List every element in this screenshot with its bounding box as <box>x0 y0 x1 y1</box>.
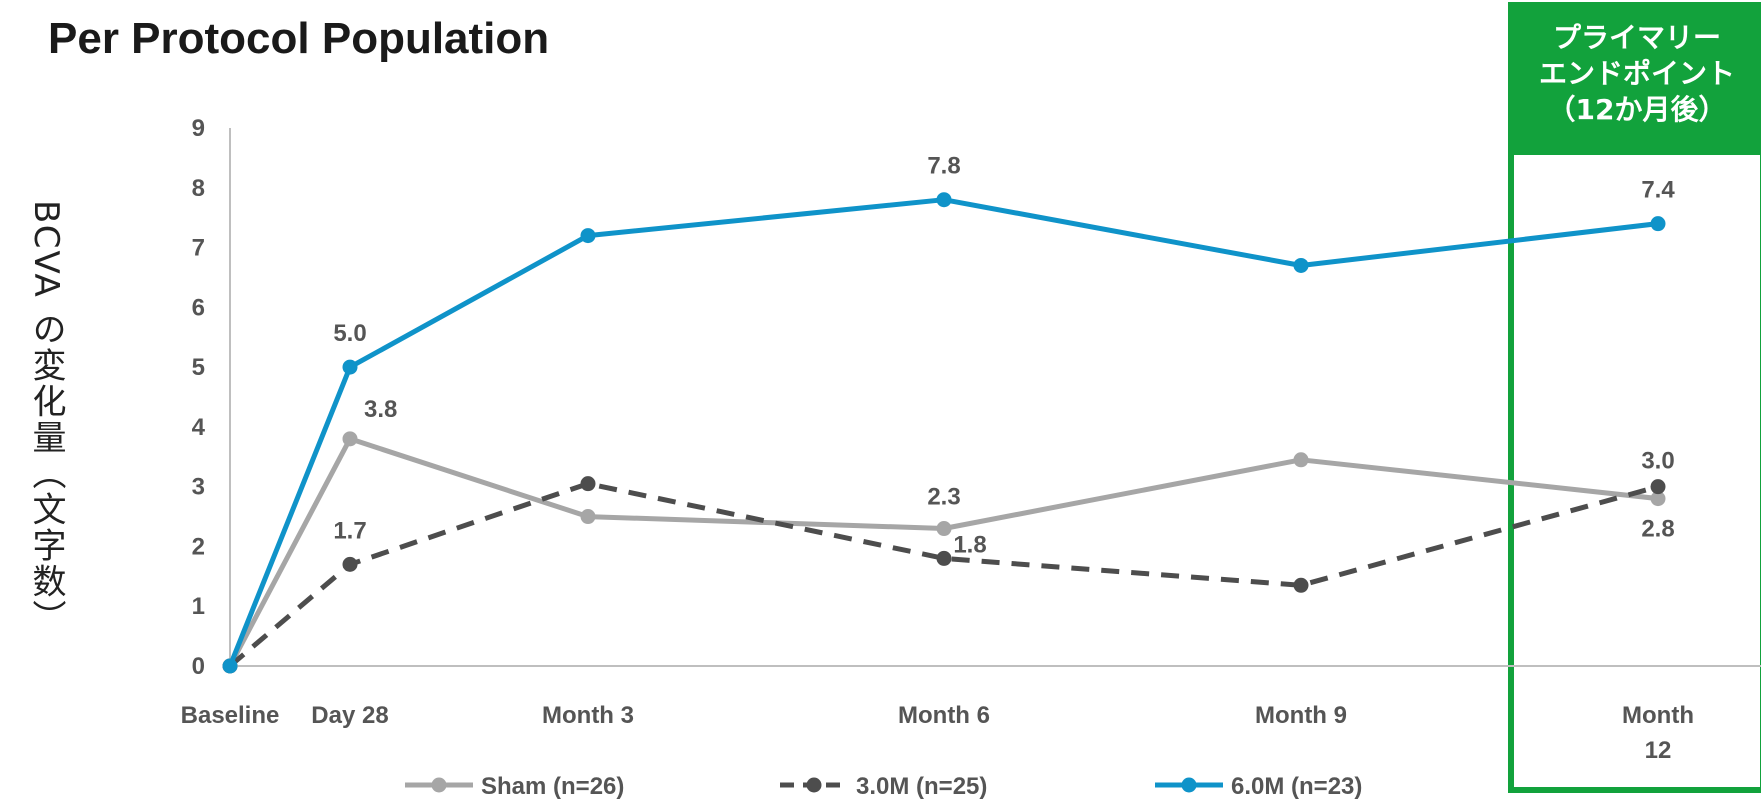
legend-item: Sham (n=26) <box>405 773 624 799</box>
data-label: 5.0 <box>333 320 366 347</box>
data-point <box>1650 216 1666 232</box>
y-tick-label: 3 <box>192 474 205 501</box>
data-label: 7.8 <box>927 153 960 180</box>
endpoint-label: プライマリー <box>1553 21 1721 54</box>
x-tick-label: Day 28 <box>311 702 388 729</box>
data-point <box>1293 577 1309 593</box>
data-label: 3.8 <box>364 396 397 423</box>
legend-label: 6.0M (n=23) <box>1231 773 1362 799</box>
x-tick-label: 12 <box>1645 737 1672 764</box>
legend-swatch-marker <box>1181 777 1197 793</box>
legend-label: Sham (n=26) <box>481 773 624 799</box>
data-label: 2.8 <box>1641 516 1674 543</box>
y-tick-label: 1 <box>192 593 205 620</box>
y-tick-label: 7 <box>192 235 205 262</box>
data-label: 3.0 <box>1641 448 1674 475</box>
x-tick-label: Baseline <box>181 702 280 729</box>
data-label: 2.3 <box>927 484 960 511</box>
data-point <box>936 550 952 566</box>
legend-swatch-marker <box>431 777 447 793</box>
y-axis-label: BCVA の変化量（文字数） <box>26 200 66 636</box>
series-line <box>227 436 1659 668</box>
legend-label: 3.0M (n=25) <box>856 773 987 799</box>
data-point <box>936 521 952 537</box>
data-point <box>222 658 238 674</box>
legend-swatch-marker <box>806 777 822 793</box>
data-label: 7.4 <box>1641 177 1675 204</box>
data-point <box>342 359 358 375</box>
y-tick-label: 5 <box>192 354 205 381</box>
chart-title: Per Protocol Population <box>48 14 550 63</box>
y-tick-label: 9 <box>192 115 205 142</box>
data-point <box>1293 452 1309 468</box>
y-tick-label: 6 <box>192 294 205 321</box>
data-label: 1.7 <box>333 517 366 544</box>
series-line <box>228 481 1659 668</box>
endpoint-label: （12か月後） <box>1548 93 1727 126</box>
y-tick-label: 0 <box>192 653 205 680</box>
data-point <box>580 509 596 525</box>
x-tick-label: Month 9 <box>1255 702 1347 729</box>
data-point <box>580 228 596 244</box>
y-tick-label: 8 <box>192 175 205 202</box>
data-point <box>1293 257 1309 273</box>
y-tick-label: 4 <box>192 414 206 441</box>
data-point <box>1650 479 1666 495</box>
data-point <box>342 431 358 447</box>
endpoint-label: エンドポイント <box>1539 57 1735 90</box>
series-line <box>227 197 1659 667</box>
data-label: 1.8 <box>953 531 986 558</box>
legend-item: 6.0M (n=23) <box>1155 773 1362 799</box>
data-point <box>936 192 952 208</box>
x-tick-label: Month 6 <box>898 702 990 729</box>
data-point <box>580 476 596 492</box>
endpoint-header-box <box>1511 5 1761 155</box>
endpoint-frame <box>1508 2 1761 793</box>
data-point <box>1650 491 1666 507</box>
legend-item: 3.0M (n=25) <box>780 773 987 799</box>
x-tick-label: Month <box>1622 702 1694 729</box>
data-point <box>342 556 358 572</box>
y-tick-label: 2 <box>192 533 205 560</box>
x-tick-label: Month 3 <box>542 702 634 729</box>
